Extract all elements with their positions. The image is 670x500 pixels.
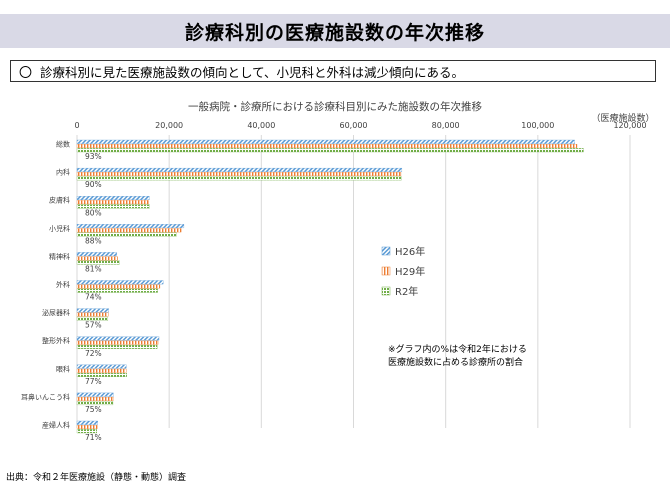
- legend-label: H26年: [395, 245, 425, 258]
- bar: [76, 176, 402, 181]
- bar: [76, 425, 98, 429]
- bar: [76, 256, 118, 261]
- summary-box: 〇 診療科別に見た医療施設数の傾向として、小児科と外科は減少傾向にある。: [10, 60, 656, 82]
- bar: [76, 288, 158, 293]
- percent-label: 90%: [85, 180, 102, 189]
- percent-label: 81%: [85, 265, 102, 274]
- category-label: 精神科: [49, 252, 70, 261]
- legend-label: R2年: [395, 285, 418, 298]
- category-label: 外科: [56, 280, 70, 289]
- bar: [76, 224, 185, 229]
- percent-label: 77%: [85, 377, 102, 386]
- bar: [76, 252, 117, 257]
- x-tick-label: 20,000: [155, 121, 183, 130]
- legend-swatch: [381, 286, 391, 296]
- category-label: 整形外科: [42, 336, 70, 345]
- bar: [76, 364, 127, 369]
- chart-note: 医療施設数に占める診療所の割合: [388, 356, 523, 368]
- category-label: 小児科: [49, 224, 70, 233]
- percent-label: 57%: [85, 321, 102, 330]
- x-tick-label: 40,000: [247, 121, 275, 130]
- bar: [76, 336, 160, 341]
- summary-text: 診療科別に見た医療施設数の傾向として、小児科と外科は減少傾向にある。: [40, 64, 465, 80]
- category-label: 内科: [56, 168, 70, 177]
- x-tick-label: 0: [74, 121, 79, 130]
- page-title-bar: 診療科別の医療施設数の年次推移: [0, 14, 670, 48]
- unit-label: （医療施設数）: [591, 112, 654, 124]
- circle-bullet-icon: 〇: [19, 65, 33, 81]
- bar: [76, 204, 150, 209]
- bar: [76, 284, 161, 289]
- page-title: 診療科別の医療施設数の年次推移: [184, 21, 485, 44]
- legend-swatch: [381, 266, 391, 276]
- bar: [76, 420, 98, 425]
- category-label: 泌尿器科: [42, 308, 70, 317]
- x-tick-label: 120,000: [613, 121, 646, 130]
- category-label: 産婦人科: [42, 421, 70, 430]
- bar: [76, 392, 114, 397]
- bar: [76, 340, 159, 345]
- bar: [76, 228, 182, 233]
- percent-label: 74%: [85, 293, 102, 302]
- bar: [76, 396, 114, 401]
- bar: [76, 401, 114, 406]
- bar: [76, 429, 97, 434]
- category-label: 眼科: [56, 364, 70, 373]
- bar: [76, 368, 127, 373]
- category-label: 耳鼻いんこう科: [21, 392, 70, 401]
- category-label: 総数: [56, 140, 70, 149]
- bar: [76, 172, 402, 177]
- bar: [76, 312, 109, 317]
- x-tick-label: 80,000: [432, 121, 460, 130]
- bar: [76, 232, 177, 237]
- chart-title: 一般病院・診療所における診療科目別にみた施設数の年次推移: [188, 100, 482, 113]
- bar: [76, 139, 575, 144]
- x-tick-label: 60,000: [340, 121, 368, 130]
- source-note: 出典：令和２年医療施設（静態・動態）調査: [6, 473, 187, 483]
- bar: [76, 280, 164, 285]
- bar: [76, 200, 149, 205]
- bar: [76, 167, 403, 172]
- bar: [76, 316, 109, 321]
- legend-label: H29年: [395, 265, 425, 278]
- percent-label: 88%: [85, 236, 102, 245]
- percent-label: 71%: [85, 433, 102, 442]
- percent-label: 80%: [85, 208, 102, 217]
- bar: [76, 344, 158, 349]
- percent-label: 72%: [85, 349, 102, 358]
- bar: [76, 373, 127, 377]
- category-label: 皮膚科: [49, 196, 70, 205]
- legend-swatch: [381, 246, 391, 256]
- chart-note: ※グラフ内の%は令和2年における: [388, 343, 527, 355]
- x-tick-label: 100,000: [521, 121, 554, 130]
- bar: [76, 260, 120, 265]
- percent-label: 75%: [85, 405, 102, 414]
- bar: [76, 196, 150, 200]
- bar: [76, 308, 109, 313]
- bar: [76, 148, 584, 153]
- percent-label: 93%: [85, 152, 102, 161]
- bar: [76, 144, 578, 148]
